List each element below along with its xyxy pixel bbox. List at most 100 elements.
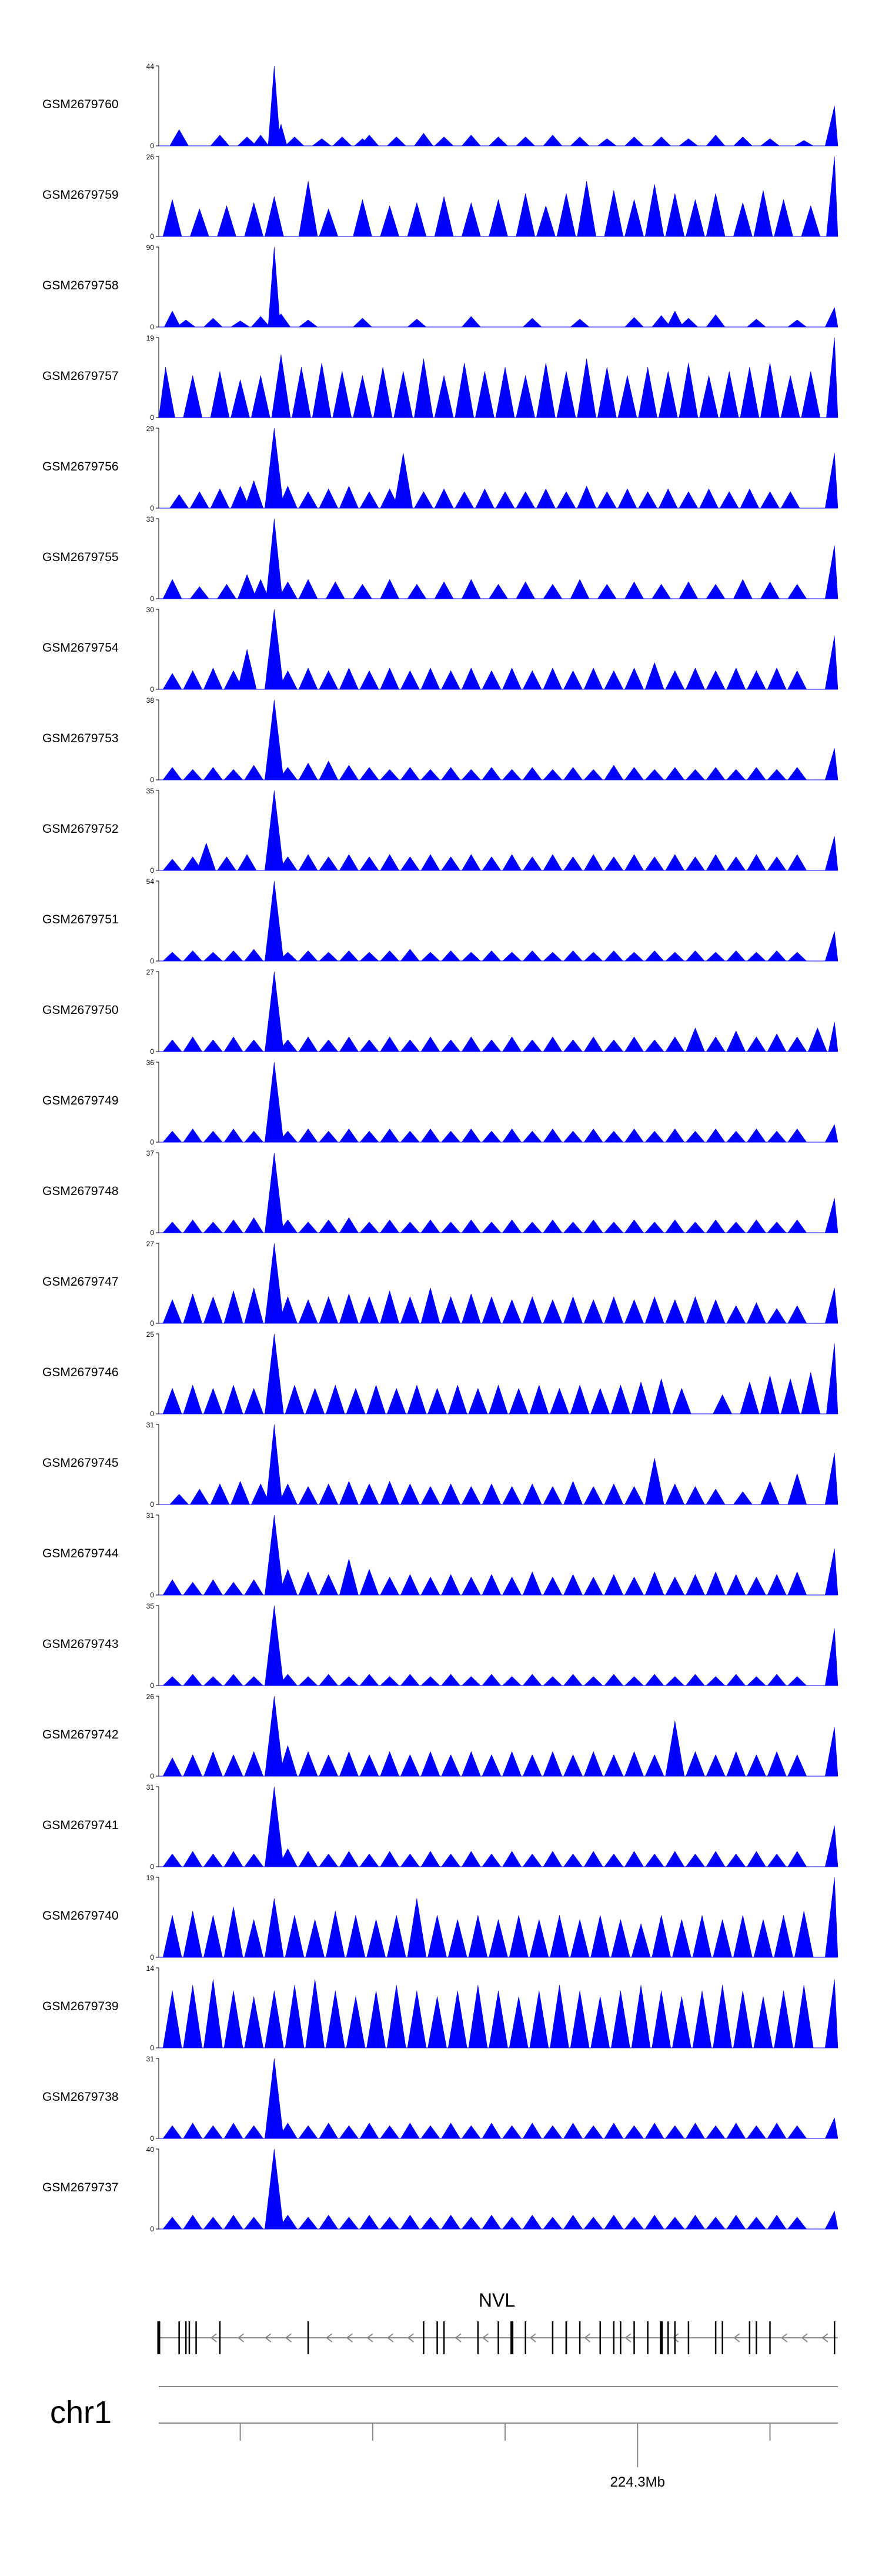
coverage-peak [644, 2123, 664, 2139]
coverage-peak [624, 1751, 644, 1777]
coverage-peak [543, 1851, 563, 1867]
coverage-peak [604, 1483, 624, 1505]
coverage-peak [461, 854, 481, 871]
coverage-peak [183, 950, 203, 962]
track-ymin-label: 0 [150, 1047, 154, 1056]
coverage-peak [665, 1299, 685, 1324]
coverage-peak [373, 367, 393, 418]
gene-exon [833, 2321, 836, 2354]
track-sample-label: GSM2679747 [42, 1275, 119, 1289]
coverage-peak [780, 491, 800, 509]
track-ymax-label: 33 [146, 515, 155, 523]
coverage-peak [339, 765, 359, 780]
coverage-peak [441, 1754, 461, 1777]
coverage-peak [767, 1853, 787, 1867]
coverage-peak [747, 1302, 766, 1324]
coverage-peak [828, 1022, 838, 1052]
coverage-peak [400, 1754, 420, 1777]
coverage-peak [826, 1343, 838, 1414]
coverage-peak [746, 2125, 766, 2139]
gene-exon [524, 2321, 526, 2354]
strand-arrow [801, 2333, 808, 2343]
coverage-peak [502, 1128, 522, 1143]
coverage-peak [305, 1979, 325, 2048]
track-ymax-label: 90 [146, 243, 155, 252]
strand-arrow [326, 2333, 333, 2343]
coverage-track: GSM2679738 31 0 [42, 2055, 838, 2143]
strand-arrow [237, 2333, 245, 2343]
gene-exon [647, 2321, 649, 2354]
coverage-peak [550, 1387, 569, 1414]
coverage-peak [644, 1571, 664, 1596]
coverage-peak [733, 1491, 753, 1505]
coverage-peak [158, 367, 175, 418]
coverage-peak [644, 856, 664, 871]
coverage-peak [665, 670, 685, 690]
coverage-peak [203, 1296, 223, 1324]
coverage-peak [244, 480, 264, 509]
coverage-peak [685, 1130, 705, 1143]
coverage-peak [543, 769, 563, 780]
strand-arrow [210, 2333, 218, 2343]
coverage-peak [563, 1574, 583, 1596]
gene-exon [714, 2321, 717, 2354]
coverage-track: GSM2679745 31 0 [42, 1421, 838, 1509]
coverage-peak [495, 367, 515, 418]
coverage-peak [767, 856, 787, 871]
coverage-peak [577, 181, 596, 237]
coverage-peak [543, 583, 563, 599]
coverage-peak [624, 317, 644, 328]
coverage-peak [366, 1990, 386, 2048]
coverage-peak [787, 670, 807, 690]
coverage-peak [611, 1919, 630, 1958]
coverage-peak [162, 952, 182, 962]
gene-exon [307, 2321, 309, 2354]
coverage-peak [482, 2123, 502, 2139]
coverage-peak [339, 485, 359, 509]
track-ymin-label: 0 [150, 1591, 154, 1599]
coverage-peak [624, 668, 644, 690]
coverage-peak [319, 2123, 339, 2139]
coverage-peak [380, 1751, 400, 1777]
gene-exon [497, 2321, 499, 2354]
track-ymin-label: 0 [150, 232, 154, 241]
coverage-peak [353, 583, 372, 599]
coverage-peak [420, 2217, 440, 2230]
coverage-peak [393, 453, 413, 509]
coverage-peak [169, 129, 189, 146]
coverage-peak [801, 371, 821, 418]
coverage-peak [169, 1494, 189, 1505]
coverage-peak [407, 1990, 427, 2048]
coverage-peak [787, 1473, 807, 1505]
coverage-peak [706, 952, 726, 962]
coverage-peak [482, 1130, 502, 1143]
strand-arrow [482, 2333, 489, 2343]
gene-exon [477, 2321, 479, 2354]
coverage-peak [400, 1574, 420, 1596]
coverage-peak [767, 2123, 787, 2139]
coverage-peak [162, 859, 182, 871]
coverage-peak [339, 668, 359, 690]
coverage-peak [420, 1576, 440, 1596]
coverage-peak [488, 136, 509, 146]
coverage-peak [706, 767, 726, 780]
coverage-peak [801, 1372, 821, 1414]
coverage-peak [665, 1576, 685, 1596]
coverage-peak [319, 1039, 339, 1052]
track-sample-label: GSM2679755 [42, 550, 119, 564]
coverage-peak [183, 670, 203, 690]
track-ymax-label: 35 [146, 787, 155, 795]
coverage-peak [400, 1296, 420, 1324]
coverage-peak [468, 1387, 488, 1414]
coverage-peak [386, 1915, 406, 1958]
coverage-peak [223, 1851, 243, 1867]
coverage-peak [644, 1853, 664, 1867]
coverage-peak [522, 1853, 542, 1867]
coverage-peak [652, 1990, 671, 2048]
track-sample-label: GSM2679742 [42, 1728, 119, 1741]
coverage-peak [652, 1378, 671, 1414]
track-sample-label: GSM2679751 [42, 913, 119, 926]
coverage-peak [475, 371, 495, 418]
coverage-peak [801, 205, 821, 237]
coverage-peak [624, 952, 644, 962]
